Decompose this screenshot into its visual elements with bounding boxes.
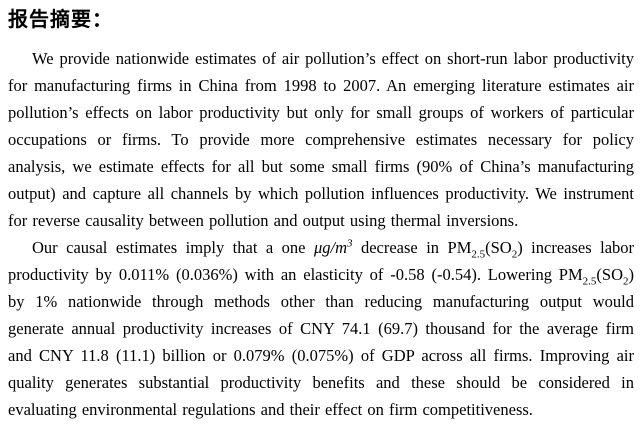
so2-subscript: 2 [511,248,518,261]
cubic-meter-exponent: 3 [347,237,353,250]
paragraph-2-run-5: (SO [485,238,512,257]
paragraph-2-run-3: decrease in PM [352,238,472,257]
abstract-paragraph-2: Our causal estimates imply that a one μg… [8,234,634,423]
micrograms-per-cubic-meter-unit: μg/m [313,238,347,257]
pm25-subscript-2: 2.5 [582,275,597,288]
paragraph-2-run-9: (SO [596,265,623,284]
paragraph-2-run-7: ) increases labor productivity by 0.011%… [8,238,635,284]
abstract-paragraph-1: We provide nationwide estimates of air p… [8,49,634,230]
pm25-subscript: 2.5 [471,248,486,261]
paragraph-2-run-0: Our causal estimates imply that a one [32,238,314,257]
report-abstract-title: 报告摘要： [8,9,113,31]
so2-subscript-2: 2 [623,275,629,288]
paragraph-2-run-11: ) by 1% nationwide through methods other… [8,265,634,419]
